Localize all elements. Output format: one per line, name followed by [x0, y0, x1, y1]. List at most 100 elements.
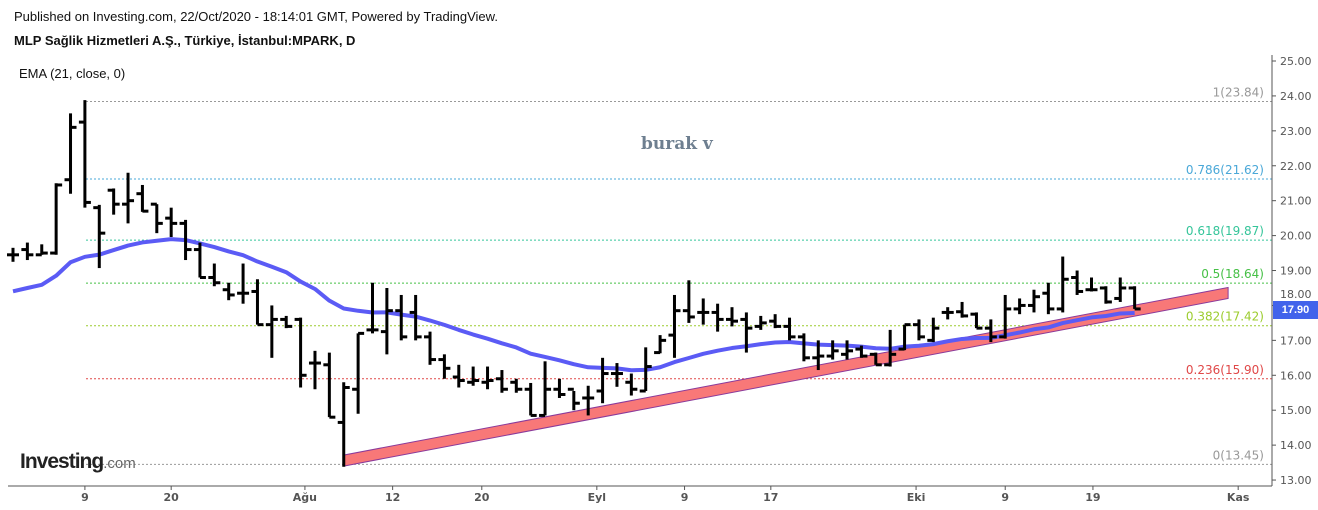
- x-tick-label: 9: [81, 491, 89, 504]
- last-price-tag: 17.90: [1273, 301, 1318, 319]
- y-tick-label: 22.00: [1280, 160, 1312, 173]
- ohlc-bar-72: [1042, 282, 1055, 315]
- ohlc-bar-52: [754, 315, 767, 330]
- ohlc-bar-22: [323, 352, 336, 419]
- ohlc-bar-26: [380, 287, 393, 355]
- ohlc-bar-38: [553, 378, 566, 398]
- ohlc-bar-49: [711, 303, 724, 332]
- ohlc-bar-4: [64, 113, 77, 194]
- trendline-band: [343, 286, 1229, 467]
- ohlc-bar-77: [1114, 277, 1127, 302]
- ohlc-bar-25: [366, 282, 379, 334]
- ohlc-bar-74: [1071, 270, 1084, 295]
- fib-label-0: 0(13.45): [1213, 448, 1264, 462]
- ohlc-bar-31: [452, 364, 465, 388]
- fib-label-0.618: 0.618(19.87): [1186, 224, 1264, 238]
- x-tick-label: 9: [681, 491, 689, 504]
- ohlc-bar-69: [999, 294, 1012, 339]
- y-tick-label: 15.00: [1280, 404, 1312, 417]
- ohlc-bar-76: [1099, 286, 1112, 304]
- ohlc-bar-73: [1056, 256, 1069, 313]
- x-tick-label: 19: [1085, 491, 1100, 504]
- y-tick-label: 24.00: [1280, 90, 1312, 103]
- ohlc-bar-21: [308, 350, 321, 390]
- x-tick-label: Kas: [1227, 491, 1250, 504]
- ohlc-bar-58: [841, 340, 854, 360]
- ohlc-bar-43: [625, 373, 638, 396]
- ohlc-bar-71: [1027, 289, 1040, 313]
- ohlc-bar-68: [984, 319, 997, 343]
- fib-label-0.786: 0.786(21.62): [1186, 163, 1264, 177]
- x-tick-label: Eyl: [588, 491, 606, 504]
- symbol-title: MLP Sağlik Hizmetleri A.Ş., Türkiye, İst…: [14, 33, 356, 48]
- ohlc-bar-24: [352, 331, 365, 414]
- x-tick-label: Ağu: [293, 491, 317, 504]
- ohlc-bar-61: [884, 329, 897, 367]
- ohlc-bar-36: [524, 382, 537, 417]
- published-line: Published on Investing.com, 22/Oct/2020 …: [14, 9, 498, 24]
- ohlc-bar-54: [783, 317, 796, 341]
- y-tick-label: 25.00: [1280, 55, 1312, 68]
- ohlc-bar-35: [510, 378, 523, 393]
- ohlc-bar-16: [237, 263, 250, 304]
- investing-logo: Investing.com: [20, 450, 136, 474]
- ohlc-bar-18: [265, 305, 278, 358]
- ohlc-bar-48: [697, 298, 710, 325]
- ohlc-bar-65: [941, 307, 954, 320]
- x-tick-label: 12: [385, 491, 400, 504]
- ohlc-bar-20: [294, 317, 307, 388]
- ohlc-bar-47: [682, 280, 695, 323]
- fib-label-0.236: 0.236(15.90): [1186, 363, 1264, 377]
- ohlc-bar-37: [539, 361, 552, 417]
- ohlc-bar-7: [107, 188, 120, 215]
- ohlc-bar-0: [7, 247, 19, 262]
- ohlc-bar-3: [50, 183, 63, 255]
- ohlc-bar-32: [467, 366, 480, 386]
- y-tick-label: 17.00: [1280, 334, 1312, 347]
- ohlc-bar-66: [956, 301, 969, 318]
- ohlc-bar-14: [208, 263, 221, 287]
- ohlc-bar-40: [582, 385, 595, 416]
- ohlc-bar-13: [193, 242, 206, 280]
- logo-main: Investing: [20, 450, 104, 473]
- logo-suffix: .com: [103, 455, 136, 472]
- ohlc-bar-19: [280, 315, 293, 329]
- ohlc-bar-50: [726, 307, 738, 327]
- ohlc-bar-23: [337, 382, 350, 467]
- y-tick-label: 13.00: [1280, 474, 1312, 487]
- watermark-text: burak v: [641, 134, 713, 154]
- ohlc-bar-6: [93, 204, 106, 269]
- ohlc-bar-78: [1128, 286, 1141, 311]
- y-tick-label: 19.00: [1280, 265, 1312, 278]
- ohlc-bar-9: [136, 184, 149, 213]
- ohlc-bar-39: [567, 387, 580, 411]
- ohlc-bar-59: [855, 345, 868, 358]
- ohlc-bar-63: [912, 319, 925, 341]
- ohlc-bar-2: [35, 244, 48, 257]
- ohlc-bar-53: [769, 314, 782, 329]
- ohlc-bar-10: [150, 202, 163, 234]
- y-tick-label: 21.00: [1280, 195, 1312, 208]
- x-tick-label: Eki: [907, 491, 926, 504]
- ohlc-bar-29: [424, 331, 437, 365]
- y-tick-label: 16.00: [1280, 369, 1312, 382]
- fib-label-1: 1(23.84): [1213, 86, 1264, 100]
- ohlc-bar-30: [438, 354, 451, 379]
- y-tick-label: 18.00: [1280, 288, 1312, 301]
- ohlc-bar-75: [1085, 277, 1098, 292]
- ohlc-bar-27: [395, 294, 408, 341]
- x-tick-label: 20: [164, 491, 180, 504]
- ohlc-bar-70: [1013, 298, 1026, 315]
- ohlc-bar-55: [797, 333, 810, 362]
- ohlc-bar-67: [970, 312, 983, 330]
- fib-label-0.382: 0.382(17.42): [1186, 310, 1264, 324]
- ohlc-bar-15: [222, 282, 235, 301]
- ohlc-bar-56: [812, 340, 825, 371]
- y-tick-label: 23.00: [1280, 125, 1312, 138]
- ohlc-bar-5: [78, 100, 91, 208]
- fib-label-0.5: 0.5(18.64): [1201, 267, 1264, 281]
- y-tick-label: 20.00: [1280, 230, 1312, 243]
- indicator-label[interactable]: EMA (21, close, 0): [19, 66, 126, 81]
- ohlc-bar-41: [596, 357, 609, 404]
